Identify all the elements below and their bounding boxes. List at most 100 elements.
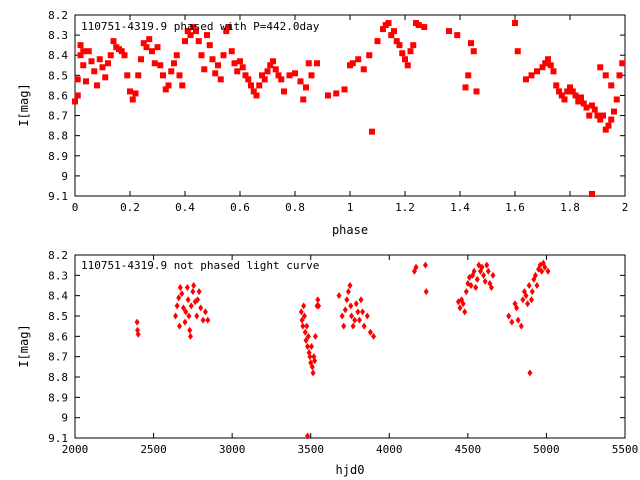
data-point: [553, 82, 560, 89]
x-tick-label: 1.6: [505, 201, 525, 214]
data-point: [358, 296, 364, 304]
data-point: [209, 56, 216, 63]
data-point: [471, 267, 477, 275]
data-point: [402, 56, 408, 63]
data-point: [355, 308, 361, 316]
y-tick-label: 8.6: [48, 89, 68, 102]
data-point: [305, 332, 311, 340]
data-point: [474, 275, 480, 283]
data-point: [187, 32, 194, 39]
data-point: [182, 318, 188, 326]
data-point: [542, 60, 549, 67]
y-tick-label: 9.1: [48, 190, 68, 203]
data-point: [349, 312, 355, 320]
data-point: [272, 66, 279, 73]
data-point: [545, 267, 551, 275]
data-point: [270, 58, 276, 65]
data-point: [470, 48, 477, 55]
data-point: [490, 271, 496, 279]
unphased-light-curve-chart: 2000 2500 3000 3500 4000 4500 5000 5500 8.28.38…: [17, 249, 638, 477]
data-point: [336, 292, 342, 300]
data-point: [611, 108, 617, 115]
x-tick-label: 1.2: [395, 201, 415, 214]
data-point: [457, 304, 463, 312]
data-point: [193, 28, 199, 35]
data-point: [534, 282, 540, 289]
data-point: [342, 306, 348, 314]
x-tick-label: 1: [347, 201, 354, 214]
data-point: [281, 88, 287, 95]
data-point: [105, 60, 111, 67]
data-point: [482, 277, 488, 285]
x-tick-label: 4500: [455, 443, 482, 456]
data-point: [149, 48, 155, 55]
y-tick-label: 8.5: [48, 310, 68, 323]
data-point: [183, 308, 189, 316]
data-point: [515, 316, 521, 324]
data-point: [479, 263, 485, 271]
data-point: [245, 76, 252, 83]
data-point: [514, 304, 520, 312]
data-point: [176, 294, 182, 302]
x-tick-label: 3000: [219, 443, 246, 456]
data-point: [107, 52, 114, 59]
y-tick-label: 8.3: [48, 269, 68, 282]
data-point: [539, 267, 545, 275]
y-tick-label: 8.8: [48, 130, 68, 143]
data-point: [325, 92, 331, 99]
data-point: [135, 72, 142, 79]
data-point: [580, 100, 587, 107]
data-point: [264, 68, 271, 75]
data-point: [391, 28, 397, 35]
data-point: [369, 128, 375, 135]
data-point: [301, 312, 307, 320]
data-point: [173, 312, 179, 320]
x-tick-label: 0.2: [120, 201, 140, 214]
data-point: [312, 357, 318, 365]
data-point: [410, 42, 417, 49]
data-point: [215, 62, 221, 69]
data-point: [194, 312, 200, 320]
data-point: [528, 72, 535, 79]
data-point: [250, 88, 257, 95]
data-point: [578, 94, 584, 101]
data-point: [506, 312, 512, 320]
data-point: [347, 282, 353, 289]
y-tick-label: 8.9: [48, 391, 68, 404]
data-point: [205, 316, 211, 324]
y-tick-label: 9: [61, 412, 68, 425]
data-point: [171, 60, 177, 67]
data-point: [275, 72, 282, 79]
data-point: [542, 263, 548, 271]
data-point: [259, 72, 265, 79]
data-point: [239, 64, 246, 71]
data-point: [177, 284, 183, 292]
data-point: [564, 88, 571, 95]
data-point: [586, 112, 593, 119]
data-point: [102, 74, 109, 81]
x-tick-label: 0.6: [230, 201, 250, 214]
data-point: [602, 126, 609, 133]
data-point: [556, 88, 562, 95]
data-point: [165, 82, 172, 89]
data-point: [80, 48, 87, 55]
data-point: [118, 48, 125, 55]
data-point: [88, 58, 95, 65]
data-point: [237, 58, 243, 65]
data-point: [468, 282, 474, 289]
data-point: [77, 42, 84, 49]
data-point: [385, 20, 392, 27]
data-point: [532, 271, 538, 279]
data-point: [96, 56, 103, 63]
data-point: [404, 62, 411, 69]
data-point: [195, 38, 202, 45]
data-point: [99, 64, 106, 71]
data-point: [399, 50, 406, 57]
data-point: [619, 60, 626, 67]
x-tick-label: 5500: [612, 443, 639, 456]
data-point: [127, 88, 133, 95]
data-point: [184, 28, 191, 35]
data-point: [473, 88, 480, 95]
data-point: [182, 38, 188, 45]
data-point: [468, 40, 474, 47]
